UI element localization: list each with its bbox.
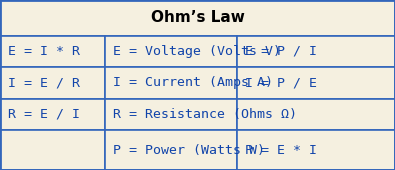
Bar xyxy=(237,99,395,130)
Bar xyxy=(0,36,105,67)
Text: E = P / I: E = P / I xyxy=(245,45,317,58)
Text: I = Current (Amps A): I = Current (Amps A) xyxy=(113,76,273,89)
Bar xyxy=(105,36,237,67)
Text: Ohm’s Law: Ohm’s Law xyxy=(150,10,245,25)
Bar xyxy=(237,36,395,67)
Bar xyxy=(237,130,395,170)
Bar xyxy=(105,130,237,170)
Text: R = Resistance (Ohms Ω): R = Resistance (Ohms Ω) xyxy=(113,108,297,121)
Bar xyxy=(0,99,105,130)
Text: I = E / R: I = E / R xyxy=(8,76,80,89)
Bar xyxy=(237,67,395,99)
Bar xyxy=(0,130,105,170)
Text: P = Power (Watts W): P = Power (Watts W) xyxy=(113,143,265,157)
Text: E = I * R: E = I * R xyxy=(8,45,80,58)
Text: E = Voltage (Volts V): E = Voltage (Volts V) xyxy=(113,45,280,58)
Bar xyxy=(105,99,237,130)
Bar xyxy=(0,67,105,99)
Text: P = E * I: P = E * I xyxy=(245,143,317,157)
Bar xyxy=(0,0,395,36)
Text: I = P / E: I = P / E xyxy=(245,76,317,89)
Bar xyxy=(105,67,237,99)
Text: R = E / I: R = E / I xyxy=(8,108,80,121)
